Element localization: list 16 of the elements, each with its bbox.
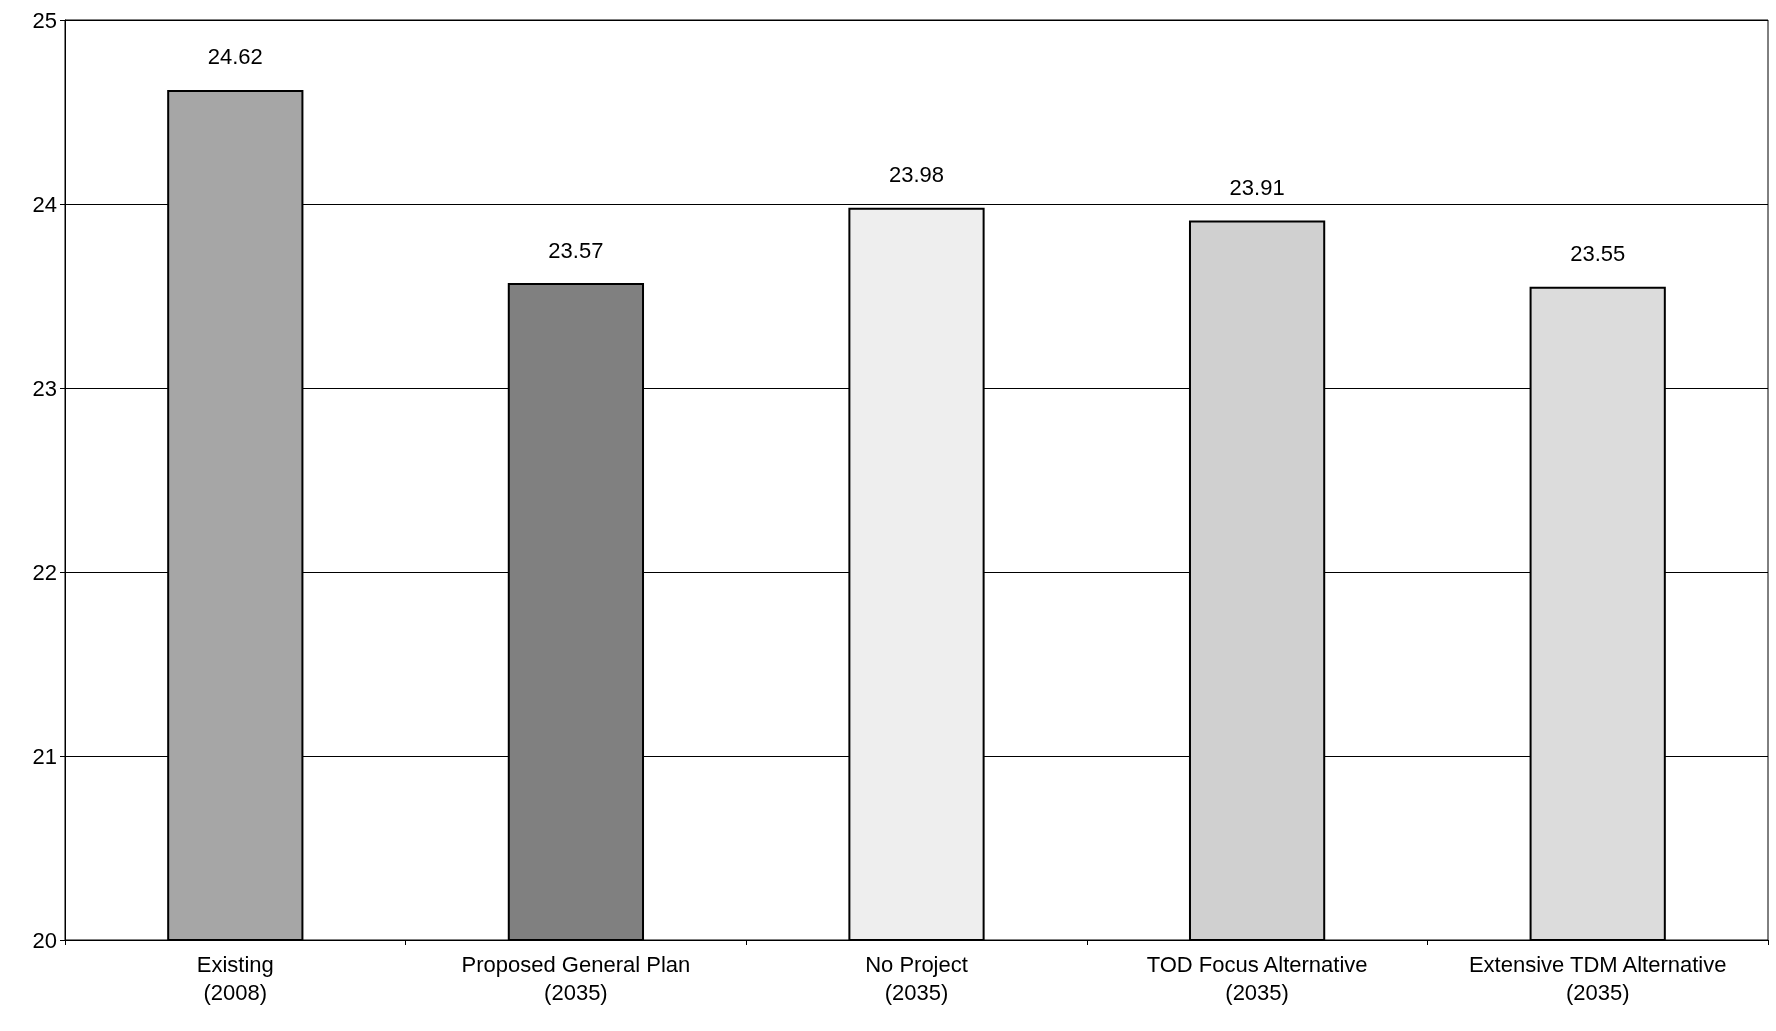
y-tick-label: 24: [32, 191, 57, 217]
y-tick-label: 25: [32, 7, 57, 33]
y-tick-label: 23: [32, 375, 57, 401]
data-label: 23.57: [548, 237, 604, 263]
x-tick-label: Extensive TDM Alternative (2035): [1468, 951, 1727, 1005]
data-label: 23.98: [888, 162, 945, 188]
x-tick-label: No Project (2035): [865, 951, 968, 1005]
x-tick-label: Existing (2008): [196, 951, 274, 1005]
x-tick-label: TOD Focus Alternative (2035): [1146, 951, 1368, 1005]
y-tick-label: 20: [32, 927, 57, 953]
data-label: 23.91: [1229, 175, 1285, 201]
data-label: 23.55: [1570, 241, 1626, 267]
y-tick-label: 22: [32, 559, 57, 585]
y-tick-label: 21: [32, 743, 57, 769]
data-label: 24.62: [207, 44, 263, 70]
x-tick-label: Proposed General Plan (2035): [461, 951, 691, 1005]
